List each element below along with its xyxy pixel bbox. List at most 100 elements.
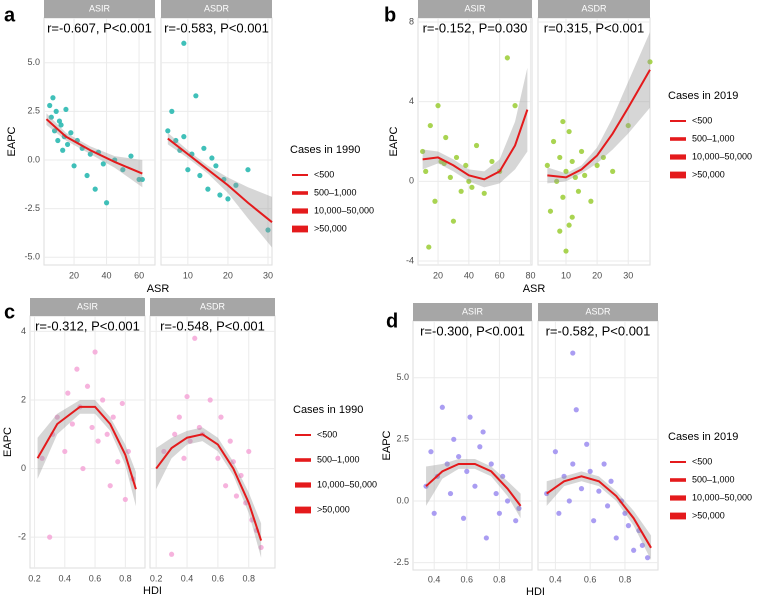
x-tick-label: 0.6 — [584, 574, 597, 584]
point — [192, 335, 198, 341]
legend-label: >50,000 — [692, 169, 725, 179]
point — [54, 414, 60, 420]
point — [563, 248, 569, 254]
point — [209, 155, 215, 161]
point — [570, 461, 576, 467]
point — [582, 172, 588, 178]
point — [184, 393, 190, 400]
legend-label: 500–1,000 — [314, 187, 357, 197]
facet-strip — [538, 303, 658, 321]
panel-label: d — [386, 310, 398, 332]
point — [560, 118, 566, 125]
point — [104, 431, 110, 437]
point — [227, 438, 233, 444]
point — [575, 188, 582, 194]
y-tick-label: 4 — [21, 326, 26, 336]
x-tick-label: 0.8 — [619, 574, 632, 584]
point — [213, 163, 219, 169]
point — [233, 493, 240, 499]
point — [504, 498, 511, 504]
point — [481, 190, 487, 196]
x-tick-label: 80 — [525, 270, 535, 280]
point — [584, 441, 590, 447]
point — [622, 510, 628, 516]
facet-strip-label: ASDR — [200, 301, 226, 311]
point — [631, 547, 637, 553]
facet-strip-label: ASIR — [77, 301, 99, 311]
x-tick-label: 20 — [69, 270, 79, 280]
point — [169, 551, 175, 557]
point — [566, 498, 572, 504]
confidence-band — [167, 132, 272, 248]
point — [71, 163, 77, 169]
point — [84, 383, 91, 389]
y-tick-label: 0.0 — [27, 154, 40, 164]
point — [544, 162, 550, 169]
legend-label: >50,000 — [692, 510, 725, 520]
point — [181, 134, 187, 140]
point — [639, 542, 645, 548]
y-tick-label: 5.0 — [27, 57, 40, 67]
x-tick-label: 0.4 — [59, 573, 72, 583]
point — [561, 473, 567, 479]
point — [172, 431, 178, 437]
point — [547, 208, 554, 214]
legend-label: 500–1,000 — [692, 133, 735, 143]
point — [128, 153, 134, 159]
point — [92, 186, 98, 192]
y-tick-label: 2.5 — [27, 106, 40, 116]
y-tick-label: -2 — [18, 532, 26, 542]
trend-line — [547, 69, 651, 179]
point — [62, 448, 68, 455]
panel-label: c — [4, 301, 15, 323]
x-tick-label: 20 — [223, 270, 233, 280]
y-axis-label: EAPC — [381, 430, 393, 460]
point — [245, 167, 251, 173]
point — [435, 103, 441, 109]
point — [69, 421, 75, 427]
facet-strip — [150, 298, 275, 316]
x-axis-label: HDI — [526, 586, 545, 597]
point — [647, 59, 653, 65]
x-tick-label: 0.4 — [428, 574, 441, 584]
y-tick-label: 0 — [21, 463, 26, 473]
point — [600, 154, 606, 161]
point — [504, 55, 510, 61]
point — [225, 196, 231, 202]
facet-strip — [30, 298, 145, 316]
point — [447, 490, 454, 497]
x-tick-label: 20 — [433, 270, 443, 280]
x-tick-label: 0.6 — [212, 573, 225, 583]
x-tick-label: 0.2 — [28, 573, 41, 583]
trend-line — [425, 462, 522, 507]
point — [604, 503, 611, 509]
point — [500, 473, 506, 479]
point — [493, 490, 499, 497]
legend-label: 10,000–50,000 — [692, 151, 752, 161]
point — [432, 198, 438, 204]
plot-background — [160, 17, 273, 266]
point — [473, 142, 480, 149]
point — [591, 518, 597, 524]
point — [215, 455, 221, 461]
x-tick-label: 0.8 — [493, 574, 506, 584]
point — [554, 178, 560, 184]
y-tick-label: 0.0 — [396, 495, 409, 505]
point — [496, 510, 502, 516]
facet-strip-label: ASIR — [464, 3, 486, 13]
point — [489, 158, 495, 165]
x-tick-label: 10 — [183, 270, 193, 280]
point — [161, 448, 167, 455]
facet-strip — [418, 0, 532, 18]
point — [120, 167, 126, 173]
point — [477, 444, 483, 450]
y-tick-label: 0 — [409, 176, 414, 186]
annotation: r=-0.583, P<0.001 — [164, 20, 269, 35]
point — [466, 178, 472, 184]
point — [587, 468, 593, 474]
annotation: r=-0.548, P<0.001 — [160, 318, 265, 333]
x-tick-label: 60 — [134, 270, 144, 280]
point — [107, 483, 113, 489]
